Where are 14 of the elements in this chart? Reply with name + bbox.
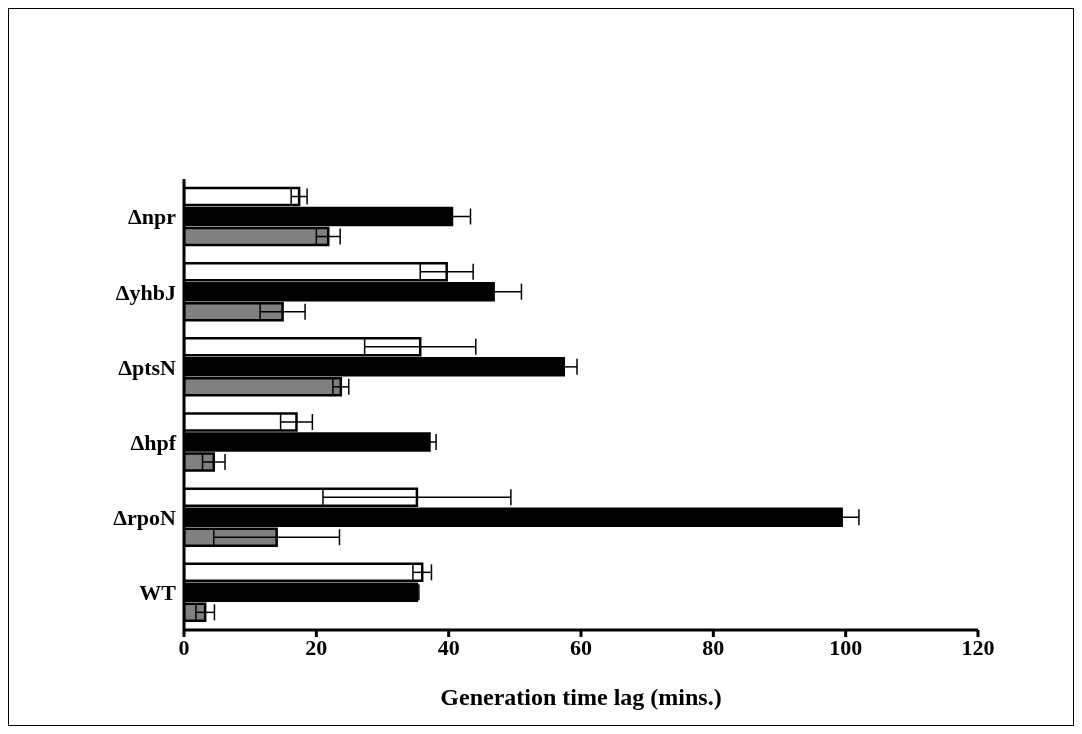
x-tick-label: 120 [961, 634, 995, 660]
y-tick-label: Δnpr [127, 204, 177, 230]
y-tick-label: ΔrpoN [113, 505, 177, 531]
y-tick-label: Δhpf [130, 429, 177, 455]
x-tick-label: 80 [702, 634, 725, 660]
y-tick-label: WT [139, 580, 177, 606]
x-tick-label: 60 [570, 634, 592, 660]
x-tick-label: 100 [829, 634, 863, 660]
x-tick-label: 0 [178, 634, 190, 660]
y-tick-label: ΔptsN [118, 354, 177, 380]
x-tick-label: 40 [437, 634, 460, 660]
x-axis-title: Generation time lag (mins.) [440, 684, 722, 710]
x-tick-label: 20 [305, 634, 328, 660]
y-tick-label: ΔyhbJ [115, 279, 176, 305]
